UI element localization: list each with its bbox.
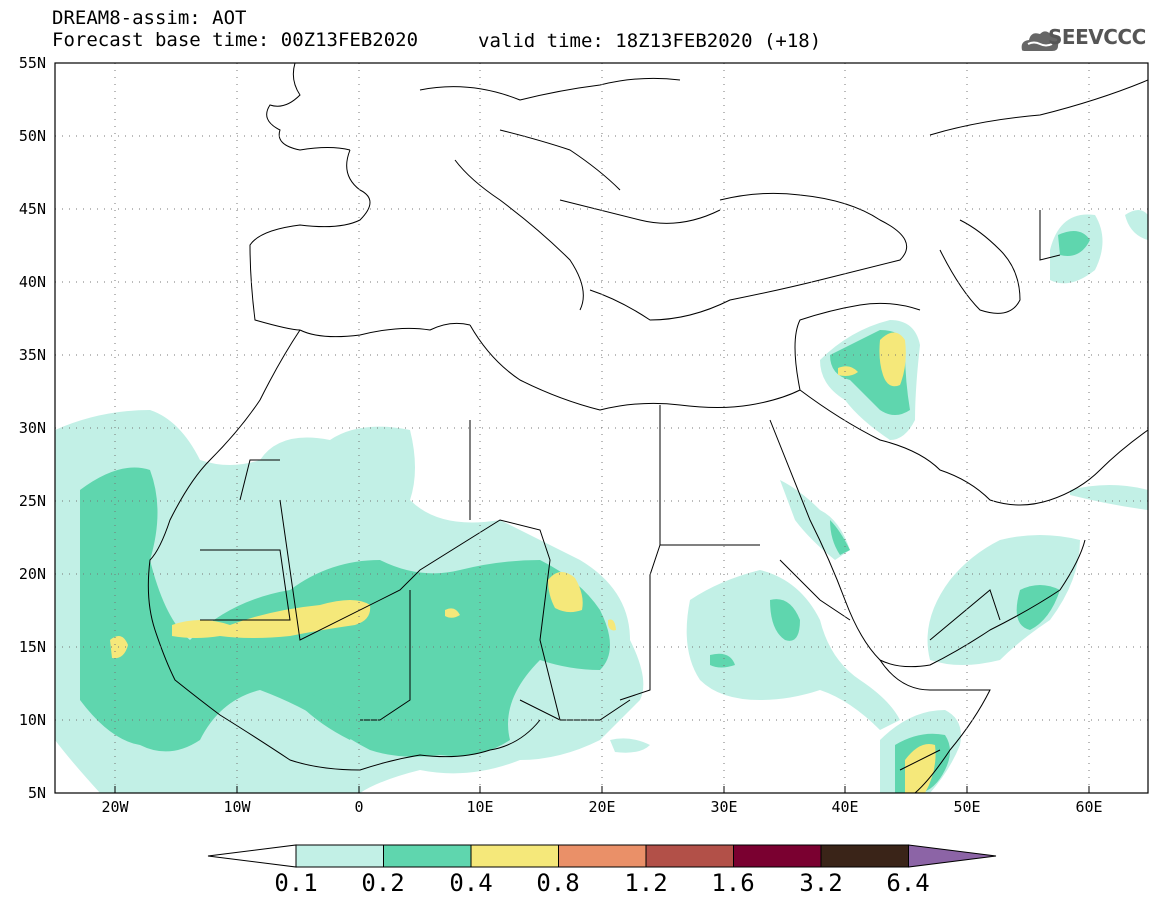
lon-label: 40E (831, 798, 859, 816)
colorbar-swatch (295, 844, 384, 868)
lat-label: 20N (18, 565, 46, 583)
lat-label: 40N (18, 273, 46, 291)
lat-label: 35N (18, 346, 46, 364)
lon-label: 10E (466, 798, 494, 816)
lon-label: 60E (1075, 798, 1103, 816)
colorbar-swatch (733, 844, 822, 868)
colorbar-swatch (820, 844, 909, 868)
lat-label: 15N (18, 638, 46, 656)
colorbar-swatch (207, 844, 297, 868)
lat-label: 55N (18, 54, 46, 72)
lat-label: 45N (18, 200, 46, 218)
lat-label: 25N (18, 492, 46, 510)
lat-label: 10N (18, 711, 46, 729)
colorbar-label: 1.6 (711, 869, 755, 897)
forecast-base-time: Forecast base time: 00Z13FEB2020 (52, 29, 419, 51)
lon-label: 10W (223, 798, 251, 816)
lon-label: 50E (953, 798, 981, 816)
colorbar-label: 0.2 (361, 869, 405, 897)
lon-label: 20W (101, 798, 129, 816)
lon-label: 20E (588, 798, 616, 816)
graticule (55, 63, 1148, 793)
map-title: DREAM8-assim: AOT (52, 7, 247, 29)
colorbar-label: 1.2 (624, 869, 668, 897)
cloud-icon (1021, 31, 1059, 51)
colorbar-swatch (908, 844, 997, 868)
colorbar-swatch (558, 844, 647, 868)
colorbar-swatch (383, 844, 472, 868)
colorbar-label: 3.2 (799, 869, 843, 897)
lat-label: 50N (18, 127, 46, 145)
lat-label: 30N (18, 419, 46, 437)
colorbar-label: 0.1 (274, 869, 318, 897)
colorbar-label: 0.8 (536, 869, 580, 897)
axis-ticks (114, 786, 1090, 793)
colorbar-label: 0.4 (449, 869, 493, 897)
lon-label: 0 (354, 798, 364, 816)
lon-label: 30E (710, 798, 738, 816)
colorbar-label: 6.4 (886, 869, 930, 897)
lat-label: 5N (27, 784, 46, 802)
colorbar-swatch (470, 844, 559, 868)
valid-time: valid time: 18Z13FEB2020 (+18) (478, 30, 822, 52)
colorbar (207, 844, 997, 868)
colorbar-swatch (645, 844, 734, 868)
logo-text: SEEVCCC (1048, 25, 1146, 49)
coastlines (147, 63, 1148, 793)
